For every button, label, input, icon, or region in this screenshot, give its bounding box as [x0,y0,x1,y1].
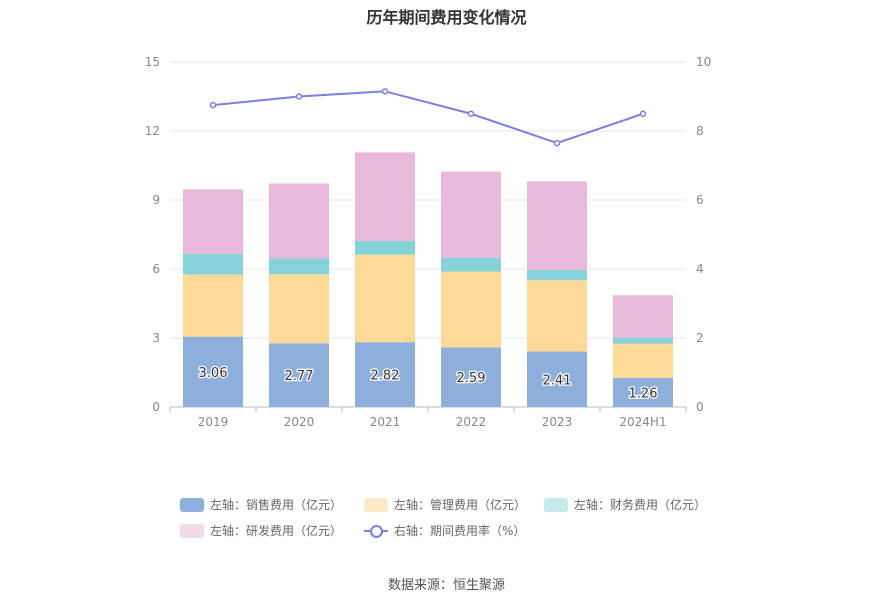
x-tick-label: 2022 [456,415,487,429]
y-left-tick-label: 9 [152,193,160,207]
legend-item-expense-rate[interactable]: 右轴：期间费用率（%） [364,522,525,539]
bar-segment [441,347,501,407]
bar-segment [355,152,415,241]
legend-label-expense-rate: 右轴：期间费用率（%） [394,524,526,538]
y-right-tick-label: 4 [696,262,704,276]
bar-segment [527,269,587,281]
legend-line-marker-icon [364,524,388,538]
bar-segment [613,337,673,344]
bar-segment [183,253,243,275]
bar-segment [183,274,243,337]
expense-rate-point [467,110,475,117]
bar-data-label: 2.41 [543,373,572,388]
bar-segment [269,183,329,259]
expense-rate-point [381,88,389,95]
legend-item-finance[interactable]: 左轴：财务费用（亿元） [544,496,706,513]
x-tick-label: 2019 [198,415,229,429]
chart-title: 历年期间费用变化情况 [366,8,527,27]
legend-swatch-finance [544,497,568,512]
y-right-tick-label: 6 [696,193,704,207]
x-tick-label: 2024H1 [619,415,666,429]
bar-segment [183,189,243,254]
y-right-tick-label: 0 [696,400,704,414]
y-left-tick-label: 3 [152,331,160,345]
bar-data-label: 3.06 [199,366,228,381]
legend-item-admin[interactable]: 左轴：管理费用（亿元） [364,496,526,513]
legend-item-sales[interactable]: 左轴：销售费用（亿元） [180,496,342,513]
legend-label-sales: 左轴：销售费用（亿元） [210,498,343,512]
bar-segment [613,378,673,407]
bar-data-label: 2.59 [457,371,486,386]
expense-rate-point [553,139,561,147]
bar-segment [269,343,329,407]
expense-rate-point [639,110,647,117]
bar-segment [441,257,501,272]
y-left-tick-label: 6 [152,262,160,276]
y-right-tick-label: 2 [696,331,704,345]
bar-data-label: 2.77 [285,369,314,384]
data-source: 数据来源：恒生聚源 [387,578,505,593]
legend-label-finance: 左轴：财务费用（亿元） [574,498,707,512]
bar-segment [613,295,673,338]
bar-segment [441,171,501,258]
bar-segment [613,343,673,379]
bar-segment [355,342,415,407]
bar-segment [527,181,587,270]
bar-segment [527,280,587,352]
legend-label-rnd: 左轴：研发费用（亿元） [210,524,343,538]
bar-segment [183,336,243,407]
y-right-tick-label: 10 [696,55,711,69]
bar-segment [355,240,415,255]
x-tick-label: 2020 [284,415,315,429]
bar-segment [441,271,501,348]
bar-segment [269,274,329,344]
legend-swatch-rnd [180,523,204,538]
legend-item-rnd[interactable]: 左轴：研发费用（亿元） [180,522,342,539]
bar-segment [355,254,415,343]
bar-data-label: 2.82 [371,369,400,384]
legend-label-admin: 左轴：管理费用（亿元） [394,498,527,512]
x-tick-label: 2023 [542,415,573,429]
bar-segment [269,258,329,275]
expense-rate-line [212,90,644,145]
legend-swatch-sales [180,497,204,512]
y-left-tick-label: 15 [145,55,160,69]
expense-rate-point [209,101,217,109]
x-tick-label: 2021 [370,415,401,429]
legend-swatch-admin [364,497,388,512]
y-right-tick-label: 8 [696,124,704,138]
bar-segment [527,351,587,407]
y-left-tick-label: 0 [152,400,160,414]
expense-rate-point [295,93,303,100]
y-left-tick-label: 12 [145,124,160,138]
bar-data-label: 1.26 [629,387,658,402]
